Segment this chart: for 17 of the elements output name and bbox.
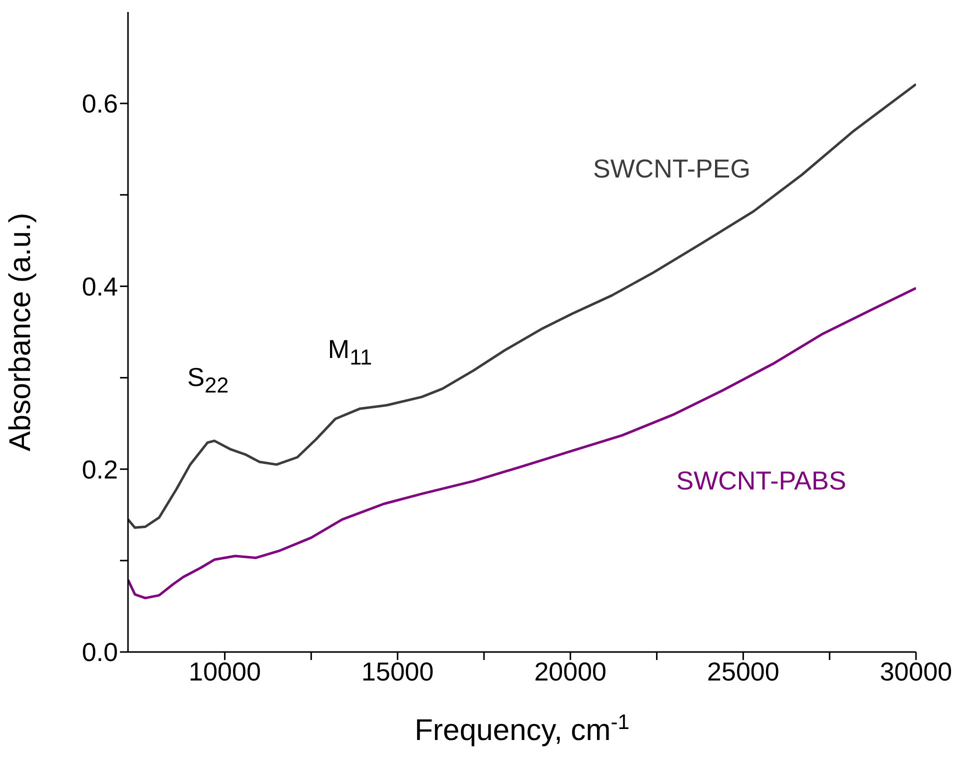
annotation: M$_{11}$ (328, 334, 372, 370)
x-tick-label: 25000 (707, 656, 780, 686)
series-label: SWCNT-PEG (593, 153, 750, 184)
x-tick-label: 15000 (361, 656, 434, 686)
y-tick-label: 0.0 (82, 637, 118, 668)
series-label: SWCNT-PABS (676, 465, 846, 496)
y-tick-label: 0.6 (82, 88, 118, 119)
y-tick-label: 0.4 (82, 272, 118, 302)
x-tick-label: 30000 (880, 656, 952, 686)
y-axis-title: Absorbance (a.u.) (4, 212, 37, 452)
y-tick-label: 0.2 (82, 454, 118, 484)
x-tick-label: 20000 (534, 656, 607, 686)
x-tick-label: 10000 (188, 656, 261, 686)
x-axis-title: Frequency, cm$^{-1}$ (414, 710, 630, 747)
line-series (128, 82, 916, 529)
annotation: S$_{22}$ (187, 362, 229, 398)
line-series (128, 286, 916, 600)
